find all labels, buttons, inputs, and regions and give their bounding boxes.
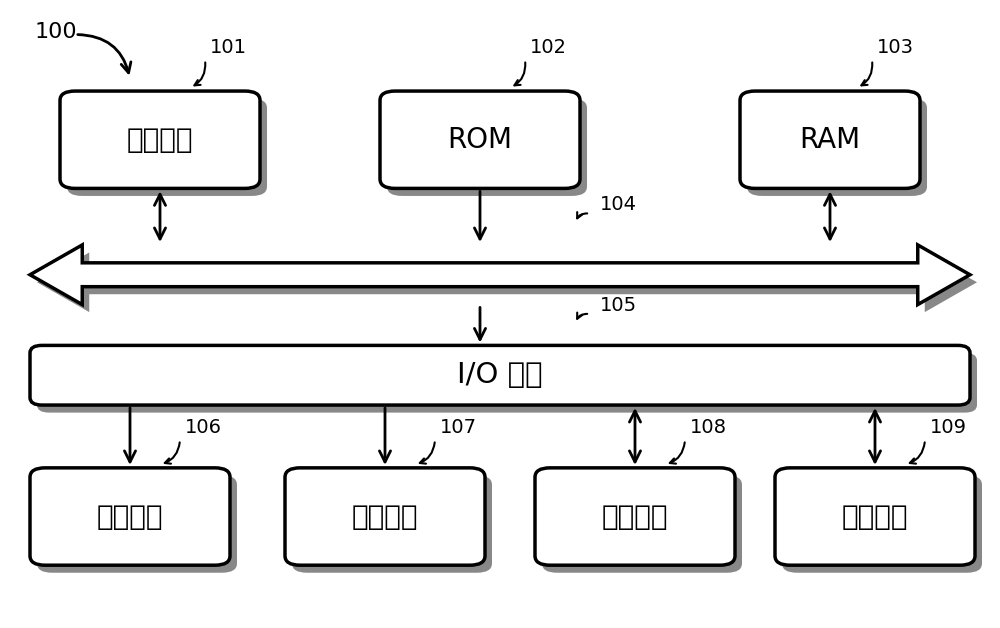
Text: 输入单元: 输入单元 [97,502,163,531]
Text: 109: 109 [930,418,967,437]
FancyBboxPatch shape [37,353,977,413]
FancyBboxPatch shape [292,475,492,573]
Text: 104: 104 [600,195,637,214]
FancyBboxPatch shape [60,91,260,188]
FancyBboxPatch shape [542,475,742,573]
Text: 102: 102 [530,38,567,57]
FancyBboxPatch shape [37,475,237,573]
Text: RAM: RAM [799,126,861,154]
FancyBboxPatch shape [740,91,920,188]
Polygon shape [30,245,970,305]
Text: 107: 107 [440,418,477,437]
Text: 输出单元: 输出单元 [352,502,418,531]
Text: I/O 接口: I/O 接口 [457,361,543,389]
Text: 存储单元: 存储单元 [602,502,668,531]
Text: 通信单元: 通信单元 [842,502,908,531]
Polygon shape [37,252,977,312]
FancyBboxPatch shape [30,468,230,565]
Text: 106: 106 [185,418,222,437]
Text: 105: 105 [600,296,637,315]
FancyBboxPatch shape [285,468,485,565]
FancyBboxPatch shape [775,468,975,565]
FancyBboxPatch shape [782,475,982,573]
Text: ROM: ROM [448,126,512,154]
FancyBboxPatch shape [67,99,267,196]
FancyBboxPatch shape [380,91,580,188]
Text: 100: 100 [35,22,78,42]
Text: 计算单元: 计算单元 [127,126,193,154]
FancyBboxPatch shape [387,99,587,196]
FancyBboxPatch shape [535,468,735,565]
FancyBboxPatch shape [747,99,927,196]
Text: 103: 103 [877,38,914,57]
Text: 108: 108 [690,418,727,437]
FancyBboxPatch shape [30,345,970,405]
Text: 101: 101 [210,38,247,57]
